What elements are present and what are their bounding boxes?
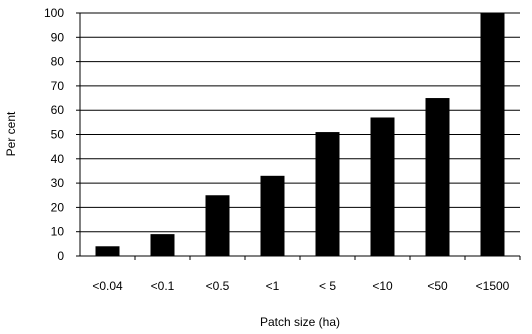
- y-tick-label: 60: [51, 103, 65, 117]
- x-axis-label: Patch size (ha): [260, 315, 340, 329]
- y-tick-label: 30: [51, 176, 65, 190]
- x-tick-label: <10: [372, 279, 393, 293]
- y-tick-label: 10: [51, 225, 65, 239]
- gridlines: [80, 12, 520, 233]
- bar: [480, 13, 505, 256]
- y-tick-label: 40: [51, 152, 65, 166]
- x-tick-label: <0.1: [151, 279, 175, 293]
- y-tick-label: 20: [51, 200, 65, 214]
- bar: [150, 234, 175, 256]
- x-tick-label: <0.5: [206, 279, 230, 293]
- x-tick-label: <50: [427, 279, 448, 293]
- y-tick-label: 50: [51, 128, 65, 142]
- x-tick-label: <1500: [476, 279, 510, 293]
- bar: [260, 175, 285, 256]
- x-tick-label: < 5: [319, 279, 336, 293]
- y-tick-label: 80: [51, 55, 65, 69]
- bars: [95, 13, 505, 257]
- x-tick-label: <1: [266, 279, 280, 293]
- bar: [425, 98, 450, 256]
- y-tick-label: 70: [51, 79, 65, 93]
- x-tick-label: <0.04: [92, 279, 123, 293]
- y-tick-label: 90: [51, 30, 65, 44]
- bar: [315, 132, 340, 256]
- y-axis-label: Per cent: [4, 111, 18, 156]
- bar: [205, 195, 230, 256]
- y-tick-label: 0: [57, 249, 64, 263]
- y-tick-labels: 0 10 20 30 40 50 60 70 80 90 100: [44, 6, 80, 263]
- y-tick-label: 100: [44, 6, 64, 20]
- bar: [95, 246, 120, 256]
- bar: [370, 117, 395, 257]
- x-tick-labels: <0.04 <0.1 <0.5 <1 < 5 <10 <50 <1500: [92, 256, 521, 293]
